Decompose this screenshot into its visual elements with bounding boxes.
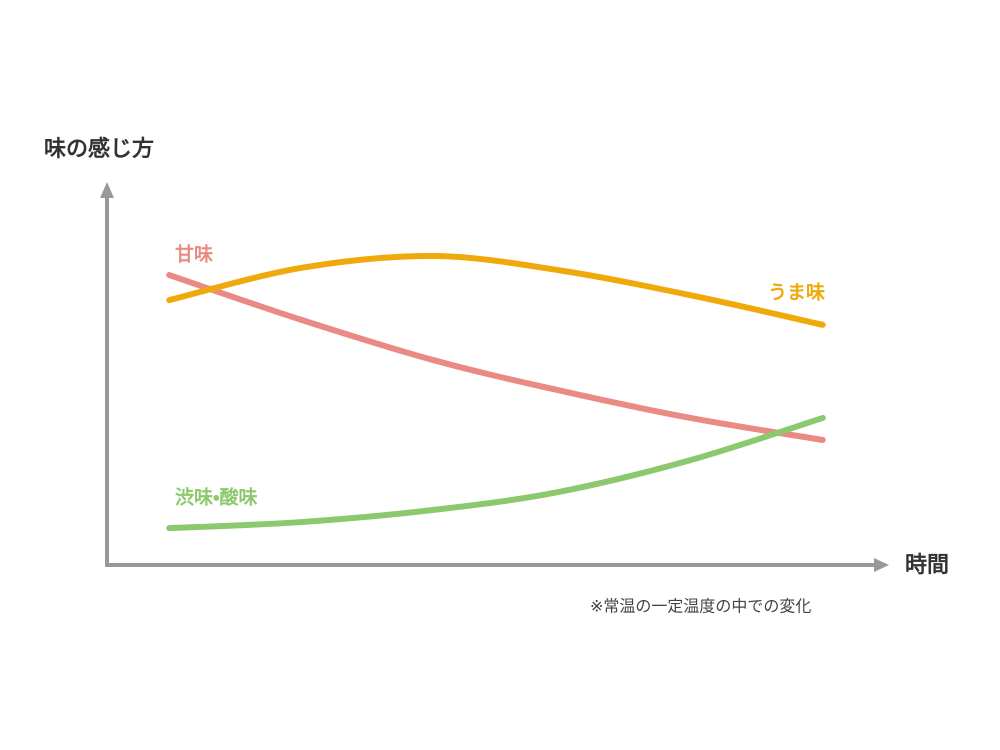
series-line [166, 414, 826, 532]
series-label: 渋味・酸味 [175, 486, 257, 509]
series-label: うま味 [768, 282, 825, 304]
x-axis-title: 時間 [905, 553, 949, 578]
note: ※常温の一定温度の中での変化 [590, 597, 811, 616]
y-axis-arrow [100, 182, 114, 198]
series-label: 甘味 [175, 244, 213, 266]
y-axis-title: 味の感じ方 [44, 136, 154, 162]
x-axis-arrow [874, 558, 889, 572]
series-line [166, 253, 826, 328]
series-line [166, 272, 826, 443]
